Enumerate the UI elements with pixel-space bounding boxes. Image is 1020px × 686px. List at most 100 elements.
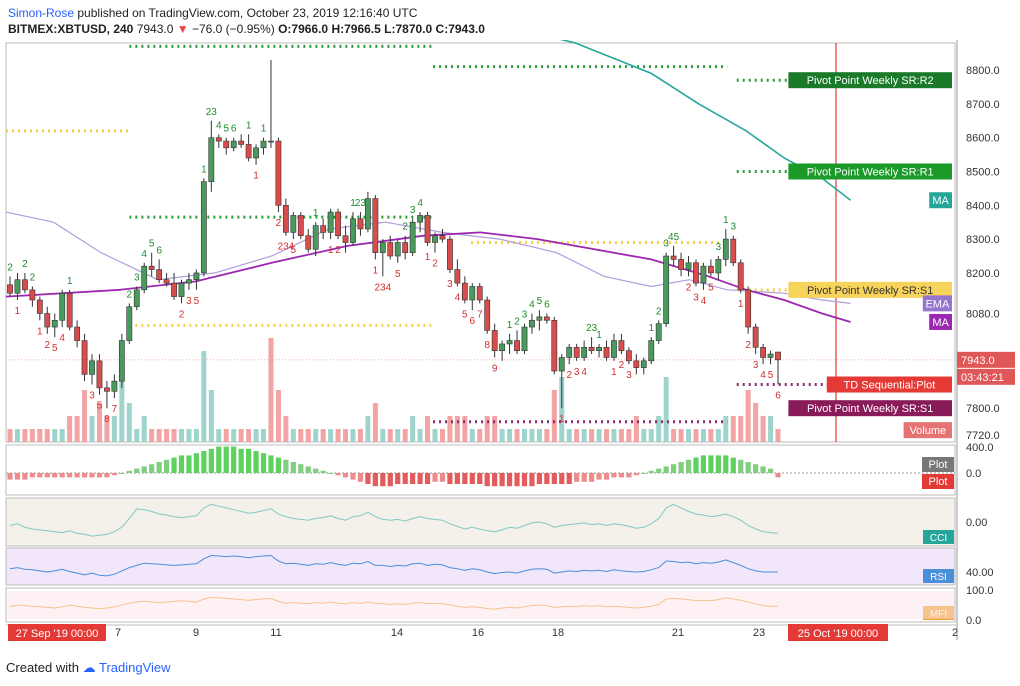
td-count-label: 6 [775, 391, 781, 402]
series-badge-label: MA [932, 195, 949, 207]
histogram-bar [320, 470, 326, 473]
series-badge[interactable] [826, 376, 952, 393]
series-badge[interactable] [788, 163, 952, 180]
volume-bar [708, 429, 714, 442]
price-pane[interactable] [5, 42, 956, 443]
symbol-name[interactable]: BITMEX:XBTUSD, 240 [8, 22, 134, 36]
histogram-bar [492, 473, 498, 487]
candle-body [760, 347, 766, 358]
candle-body [290, 215, 297, 233]
td-count-label: 6 [156, 245, 162, 256]
volume-bar [395, 429, 401, 442]
td-count-label: 1 [738, 299, 744, 310]
cci-badge[interactable] [923, 530, 954, 544]
histogram-bar [37, 473, 43, 478]
candle-body [223, 140, 230, 149]
tradingview-brand[interactable]: TradingView [99, 660, 171, 675]
rsi-axis-tick: 40.00 [966, 567, 994, 579]
histogram-pane[interactable] [5, 444, 956, 496]
candle-body [238, 140, 245, 145]
series-badge[interactable] [929, 192, 952, 209]
histogram-bar [268, 455, 274, 473]
histogram-bar [201, 451, 207, 473]
td-count-label: 2 [7, 262, 13, 273]
price-change: −76.0 (−0.95%) [191, 22, 275, 36]
mfi-band [7, 591, 954, 619]
td-count-label: 2 [276, 218, 282, 229]
volume-bar [335, 429, 341, 442]
histogram-bar [171, 457, 177, 473]
volume-bar [507, 429, 513, 442]
histogram-bar [656, 468, 662, 473]
candle-body [193, 272, 200, 280]
histogram-bar [372, 473, 378, 487]
histogram-bar [671, 464, 677, 473]
rsi-badge-label: RSI [930, 572, 947, 583]
candle-body [141, 265, 148, 291]
histogram-bar [581, 473, 587, 482]
histogram-bar [641, 473, 647, 474]
volume-bar [178, 429, 184, 442]
td-count-label: 7 [112, 404, 118, 415]
series-badge[interactable] [903, 422, 952, 439]
series-badge[interactable] [788, 400, 952, 417]
rsi-badge[interactable] [923, 569, 954, 583]
td-count-label: 234 [278, 242, 295, 253]
volume-bar [700, 429, 706, 442]
candle-body [387, 242, 394, 257]
volume-bar [738, 416, 744, 442]
td-count-label: 1 [15, 306, 21, 317]
series-badge[interactable] [788, 281, 952, 298]
candle-body [700, 265, 707, 284]
author-name[interactable]: Simon-Rose [8, 6, 75, 20]
histogram-bar [298, 464, 304, 473]
histogram-bar [626, 473, 632, 478]
candle-body [558, 357, 565, 372]
histogram-bar [44, 473, 50, 478]
histogram-bar [208, 448, 214, 473]
candle-body [573, 347, 580, 358]
td-count-label: 8 [104, 414, 110, 425]
histogram-bar [96, 473, 103, 478]
volume-bar [357, 429, 363, 442]
td-count-label: 1 [648, 323, 654, 334]
td-count-label: 5 [223, 124, 229, 135]
histogram-bar [760, 466, 766, 473]
volume-bar [246, 429, 252, 442]
plot-badge[interactable] [922, 474, 954, 489]
volume-bar [671, 429, 677, 442]
cci-pane[interactable] [5, 497, 956, 547]
td-count-label: 2 [30, 272, 36, 283]
ema-line [5, 231, 851, 323]
rsi-pane[interactable] [5, 547, 956, 586]
td-count-label: 2 [432, 259, 438, 270]
td-count-label: 3 [410, 205, 416, 216]
plot-badge[interactable] [922, 457, 954, 472]
candle-body [685, 262, 692, 270]
candle-body [693, 262, 699, 284]
tradingview-logo-icon[interactable]: ☁ [82, 660, 96, 675]
td-count-label: 4 [417, 198, 423, 209]
td-count-label: 1 [373, 265, 379, 276]
volume-bar [186, 429, 192, 442]
volume-bar [328, 429, 334, 442]
td-count-label: 1 [425, 252, 431, 263]
volume-bar [387, 429, 393, 442]
series-badge[interactable] [922, 295, 952, 312]
series-badge[interactable] [788, 72, 952, 89]
candle-body [529, 319, 535, 328]
histogram-bar [745, 462, 751, 473]
candle-body [484, 299, 491, 331]
cci-line [9, 503, 779, 537]
cci-badge-label: CCI [930, 533, 947, 544]
td-count-label: 4 [701, 296, 707, 307]
candle-body [230, 140, 237, 149]
candle-body [215, 137, 222, 142]
ma-light-line [5, 211, 851, 304]
series-badge[interactable] [929, 313, 952, 330]
candle-body [581, 347, 588, 358]
volume-bar [365, 416, 371, 442]
candle-body [74, 326, 81, 341]
volume-bar [261, 429, 267, 442]
